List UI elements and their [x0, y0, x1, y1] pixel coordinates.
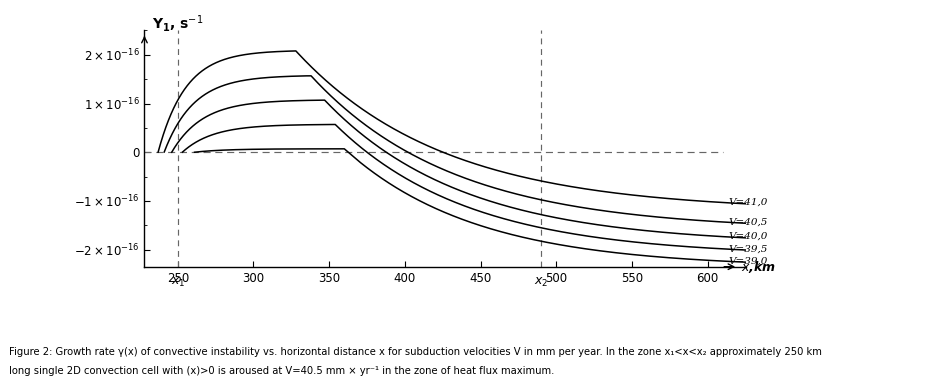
Text: $\it{x}$,km: $\it{x}$,km: [741, 259, 776, 275]
Text: $\mathbf{\Upsilon}_\mathbf{1}$, s$^{-1}$: $\mathbf{\Upsilon}_\mathbf{1}$, s$^{-1}$: [152, 13, 203, 34]
Text: V=40,5: V=40,5: [729, 218, 768, 226]
Text: Figure 2: Growth rate γ(x) of convective instability vs. horizontal distance x f: Figure 2: Growth rate γ(x) of convective…: [9, 347, 822, 357]
Text: long single 2D convection cell with (x)>0 is aroused at V=40.5 mm × yr⁻¹ in the : long single 2D convection cell with (x)>…: [9, 366, 555, 376]
Text: V=39,0: V=39,0: [729, 257, 768, 266]
Text: V=40,0: V=40,0: [729, 232, 768, 241]
Text: V=41,0: V=41,0: [729, 198, 768, 207]
Text: $\it{x}_1$: $\it{x}_1$: [171, 275, 185, 288]
Text: V=39,5: V=39,5: [729, 244, 768, 253]
Text: $\it{x}_2$: $\it{x}_2$: [534, 275, 548, 288]
